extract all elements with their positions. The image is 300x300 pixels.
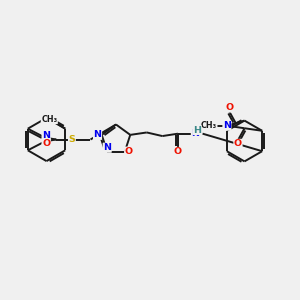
Text: CH₃: CH₃ [201,121,217,130]
Text: H: H [194,126,202,135]
Text: N: N [223,121,231,130]
Text: O: O [124,147,133,156]
Text: O: O [234,139,242,148]
Text: N: N [94,130,101,140]
Text: H: H [193,126,201,135]
Text: S: S [68,135,75,144]
Text: CH₃: CH₃ [41,115,57,124]
Text: O: O [42,139,50,148]
Text: N: N [103,143,111,152]
Text: O: O [174,148,182,157]
Text: N: N [191,129,200,138]
Text: O: O [225,103,233,112]
Text: N: N [42,131,50,140]
